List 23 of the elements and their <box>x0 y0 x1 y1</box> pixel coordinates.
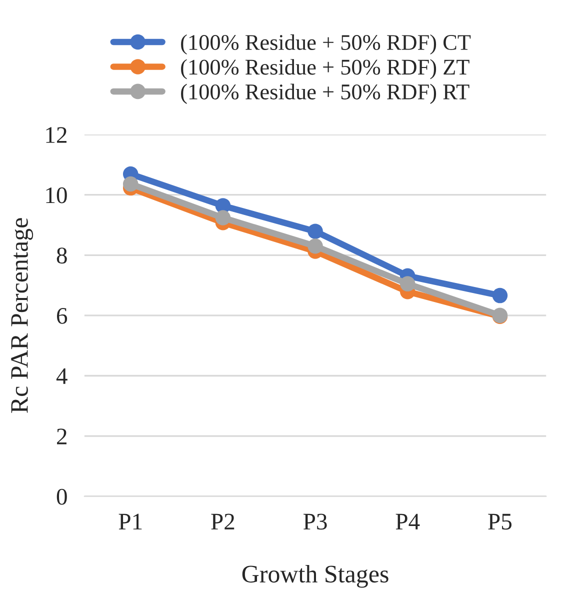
point <box>308 224 323 239</box>
x-axis-title: Growth Stages <box>242 564 388 588</box>
point <box>308 238 323 254</box>
x-tick-label: P1 <box>118 514 142 530</box>
y-tick-label: 12 <box>46 127 66 143</box>
point <box>400 276 416 292</box>
point <box>122 176 138 192</box>
legend-label: (100% Residue + 50% RDF) RT <box>181 84 470 104</box>
y-tick-label: 2 <box>57 428 66 444</box>
x-tick-label: P4 <box>396 514 420 530</box>
point <box>215 210 231 226</box>
point <box>492 288 508 304</box>
y-tick-label: 6 <box>56 308 68 324</box>
y-tick-label: 4 <box>56 368 68 384</box>
legend-label: (100% Residue + 50% RDF) ZT <box>181 59 470 80</box>
x-tick-label: P2 <box>211 514 234 530</box>
x-tick-label: P5 <box>488 514 512 530</box>
y-tick-label: 8 <box>56 248 67 264</box>
legend-label: (100% Residue + 50% RDF) CT <box>181 34 471 54</box>
x-tick-label: P3 <box>303 514 327 530</box>
y-tick-label: 0 <box>56 488 67 505</box>
y-tick-label: 10 <box>46 187 67 204</box>
y-axis-title: Rc PAR Percentage <box>11 218 34 413</box>
